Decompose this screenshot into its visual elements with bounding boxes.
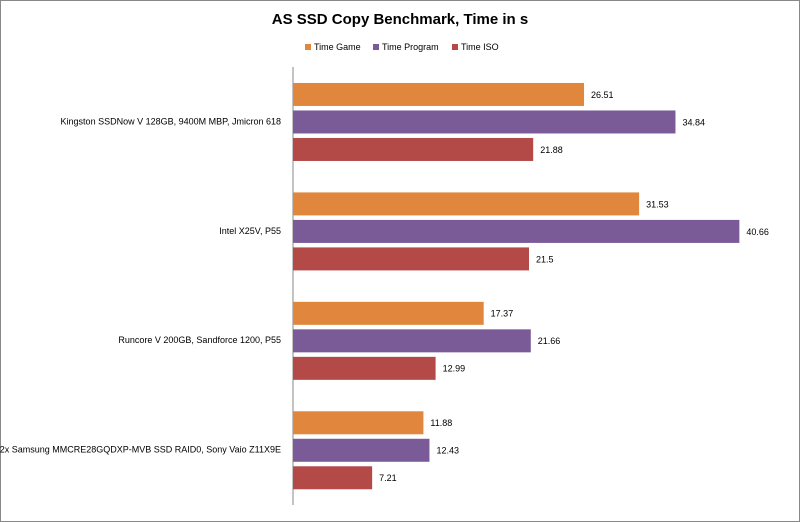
data-label: 12.99 bbox=[443, 364, 466, 374]
data-label: 40.66 bbox=[746, 227, 769, 237]
bar bbox=[293, 192, 640, 216]
y-tick-label: 2x Samsung MMCRE28GQDXP-MVB SSD RAID0, S… bbox=[0, 445, 281, 455]
bar bbox=[293, 466, 373, 490]
data-label: 17.37 bbox=[491, 309, 514, 319]
data-label: 21.88 bbox=[540, 145, 563, 155]
data-label: 34.84 bbox=[682, 117, 705, 127]
chart-title: AS SSD Copy Benchmark, Time in s bbox=[272, 11, 528, 28]
bar bbox=[293, 301, 484, 325]
data-label: 21.5 bbox=[536, 254, 554, 264]
bar bbox=[293, 438, 430, 462]
data-label: 11.88 bbox=[430, 418, 452, 428]
bar bbox=[293, 411, 424, 435]
legend-label: Time Program bbox=[382, 42, 439, 52]
data-label: 31.53 bbox=[646, 199, 669, 209]
y-tick-label: Intel X25V, P55 bbox=[219, 226, 281, 236]
bar bbox=[293, 137, 534, 161]
data-label: 12.43 bbox=[436, 446, 459, 456]
bar bbox=[293, 329, 531, 353]
legend-swatch bbox=[305, 44, 311, 50]
bar bbox=[293, 219, 740, 243]
y-tick-label: Runcore V 200GB, Sandforce 1200, P55 bbox=[118, 335, 281, 345]
legend-swatch bbox=[373, 44, 379, 50]
bar bbox=[293, 247, 530, 271]
legend-swatch bbox=[452, 44, 458, 50]
data-label: 7.21 bbox=[379, 473, 397, 483]
legend-label: Time Game bbox=[314, 42, 361, 52]
legend-label: Time ISO bbox=[461, 42, 499, 52]
data-label: 21.66 bbox=[538, 336, 561, 346]
y-tick-label: Kingston SSDNow V 128GB, 9400M MBP, Jmic… bbox=[61, 116, 281, 126]
bar bbox=[293, 356, 436, 380]
data-label: 26.51 bbox=[591, 90, 614, 100]
bar bbox=[293, 110, 676, 134]
bar bbox=[293, 82, 585, 106]
